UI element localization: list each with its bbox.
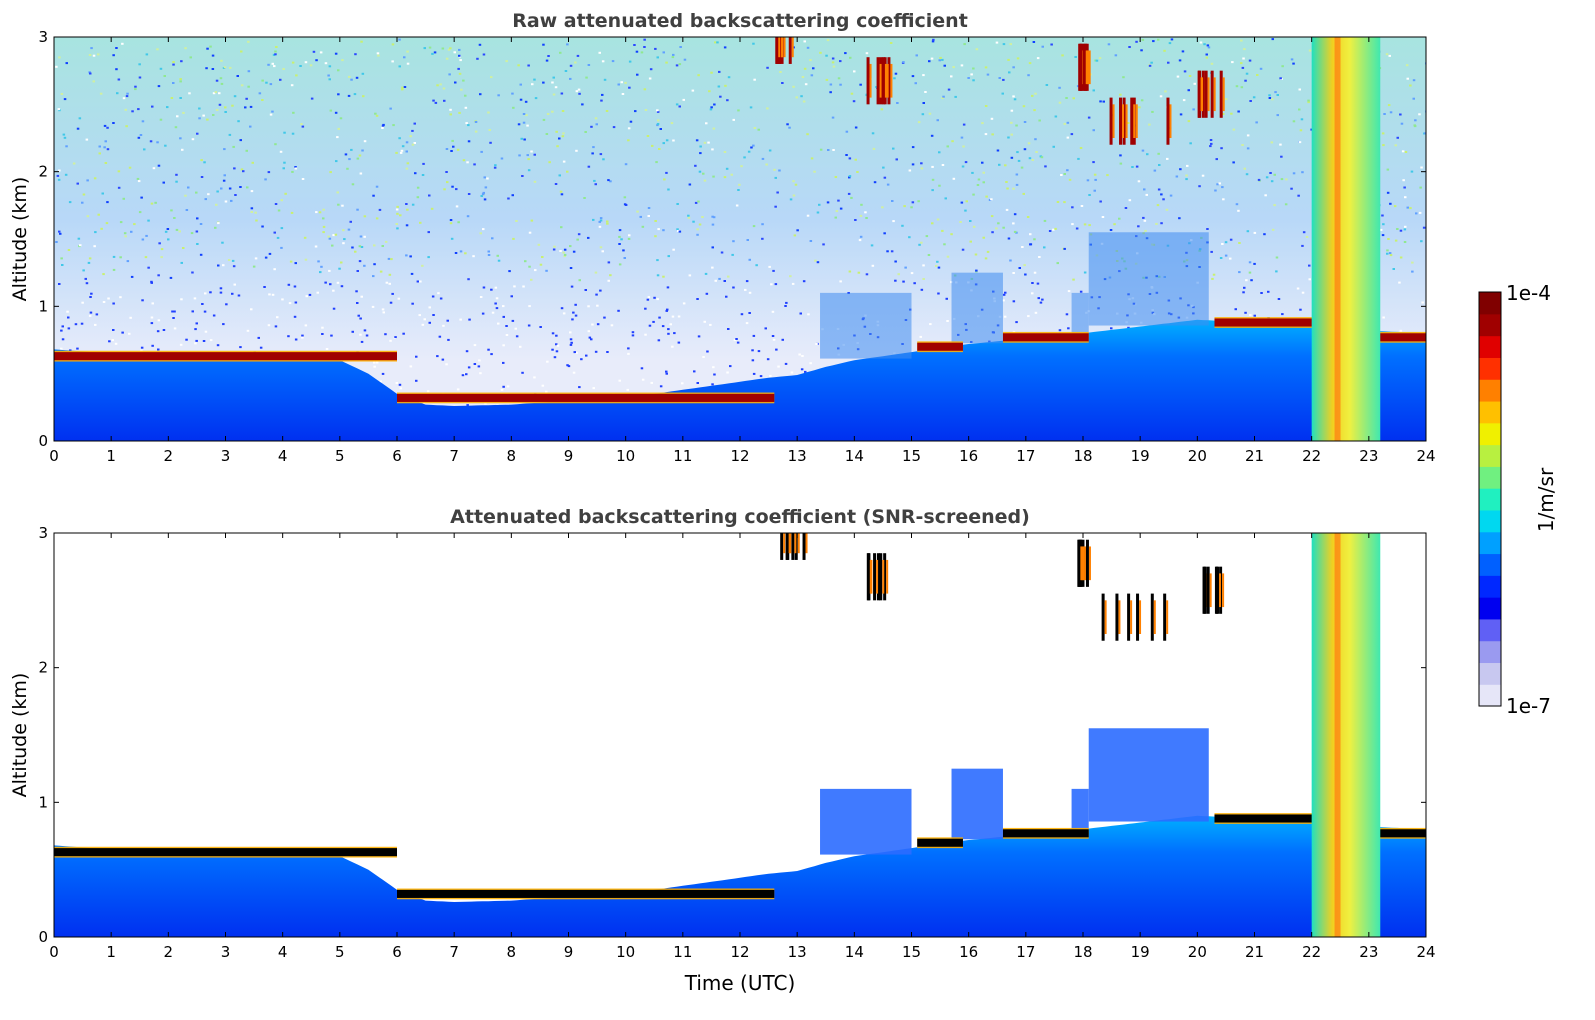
x-tick-label: 0 — [49, 943, 59, 961]
y-tick-label: 1 — [38, 297, 48, 315]
colorbar-max-label: 1e-4 — [1506, 281, 1551, 305]
x-tick-label: 18 — [1073, 447, 1092, 465]
x-tick-label: 6 — [392, 447, 402, 465]
x-tick-label: 22 — [1302, 447, 1321, 465]
x-tick-label: 1 — [106, 447, 116, 465]
x-tick-label: 5 — [335, 943, 345, 961]
x-tick-label: 3 — [221, 447, 231, 465]
colorbar-segment — [1479, 466, 1501, 489]
y-tick-label: 2 — [38, 163, 48, 181]
x-tick-label: 8 — [507, 447, 517, 465]
x-tick-label: 16 — [959, 447, 978, 465]
x-tick-label: 23 — [1359, 447, 1378, 465]
colorbar-segment — [1479, 640, 1501, 664]
x-tick-label: 6 — [392, 943, 402, 961]
colorbar-segment — [1479, 292, 1501, 315]
x-tick-label: 20 — [1188, 943, 1207, 961]
x-tick-label: 13 — [788, 943, 807, 961]
x-tick-label: 2 — [164, 447, 174, 465]
x-tick-label: 23 — [1359, 943, 1378, 961]
colorbar-frame — [1478, 291, 1502, 707]
x-tick-label: 7 — [449, 447, 459, 465]
x-tick-label: 5 — [335, 447, 345, 465]
x-tick-label: 19 — [1131, 943, 1150, 961]
y-tick-label: 0 — [38, 928, 48, 946]
colorbar-segment — [1479, 400, 1501, 424]
x-tick-label: 20 — [1188, 447, 1207, 465]
x-tick-label: 4 — [278, 447, 288, 465]
x-tick-label: 0 — [49, 447, 59, 465]
colorbar-segment — [1479, 335, 1501, 358]
colorbar-segment — [1479, 444, 1501, 467]
colorbar-segment — [1479, 509, 1501, 533]
screened-axes: 0 1 2 3 4 5 6 7 8 9 10 11 12 13 14 15 16 17 18 19 20 21 22 23 24… — [38, 524, 1435, 961]
raw-panel-title: Raw attenuated backscattering coefficien… — [512, 10, 968, 32]
colorbar-segment — [1479, 488, 1501, 511]
x-tick-label: 8 — [507, 943, 517, 961]
colorbar-segment — [1479, 662, 1501, 685]
x-tick-label: 9 — [564, 943, 574, 961]
colorbar — [1478, 291, 1502, 707]
x-tick-label: 2 — [164, 943, 174, 961]
colorbar-segment — [1479, 575, 1501, 598]
raw-backscatter-panel: Raw attenuated backscattering coefficien… — [9, 10, 1436, 465]
x-tick-label: 4 — [278, 943, 288, 961]
screened-heatmap — [54, 533, 1426, 937]
x-tick-label: 24 — [1416, 447, 1435, 465]
raw-heatmap — [54, 37, 1426, 441]
screened-backscatter-panel: Attenuated backscattering coefficient (S… — [9, 506, 1436, 995]
x-tick-label: 15 — [902, 943, 921, 961]
colorbar-unit-label: 1/m/sr — [1534, 467, 1558, 532]
raw-axes: 0 1 2 3 4 5 6 7 8 9 10 11 12 13 14 15 16 17 18 19 20 21 22 23 24… — [38, 28, 1435, 465]
x-tick-label: 11 — [673, 447, 692, 465]
colorbar-segment — [1479, 597, 1501, 620]
x-tick-label: 22 — [1302, 943, 1321, 961]
x-tick-label: 24 — [1416, 943, 1435, 961]
x-tick-label: 14 — [845, 943, 864, 961]
x-tick-label: 13 — [788, 447, 807, 465]
x-tick-label: 16 — [959, 943, 978, 961]
screened-panel-title: Attenuated backscattering coefficient (S… — [450, 506, 1030, 528]
colorbar-segment — [1479, 531, 1501, 555]
x-tick-label: 17 — [1016, 943, 1035, 961]
colorbar-segment — [1479, 422, 1501, 446]
x-tick-label: 7 — [449, 943, 459, 961]
screened-y-axis-label: Altitude (km) — [9, 673, 31, 798]
y-tick-label: 2 — [38, 659, 48, 677]
x-tick-label: 1 — [106, 943, 116, 961]
x-tick-label: 15 — [902, 447, 921, 465]
x-tick-label: 18 — [1073, 943, 1092, 961]
x-tick-label: 21 — [1245, 943, 1264, 961]
x-axis-label: Time (UTC) — [684, 971, 796, 995]
x-tick-label: 19 — [1131, 447, 1150, 465]
y-tick-label: 3 — [38, 524, 48, 542]
y-tick-label: 3 — [38, 28, 48, 46]
x-tick-label: 3 — [221, 943, 231, 961]
x-tick-label: 12 — [730, 447, 749, 465]
x-tick-label: 10 — [616, 447, 635, 465]
x-tick-label: 9 — [564, 447, 574, 465]
y-tick-label: 0 — [38, 432, 48, 450]
raw-y-axis-label: Altitude (km) — [9, 177, 31, 302]
colorbar-segment — [1479, 313, 1501, 337]
x-tick-label: 12 — [730, 943, 749, 961]
x-tick-label: 10 — [616, 943, 635, 961]
x-tick-label: 11 — [673, 943, 692, 961]
x-tick-label: 17 — [1016, 447, 1035, 465]
x-tick-label: 21 — [1245, 447, 1264, 465]
colorbar-segment — [1479, 357, 1501, 380]
colorbar-segment — [1479, 553, 1501, 576]
colorbar-segment — [1479, 684, 1501, 707]
colorbar-segment — [1479, 379, 1501, 402]
colorbar-min-label: 1e-7 — [1506, 694, 1551, 718]
y-tick-label: 1 — [38, 793, 48, 811]
x-tick-label: 14 — [845, 447, 864, 465]
colorbar-segment — [1479, 618, 1501, 642]
